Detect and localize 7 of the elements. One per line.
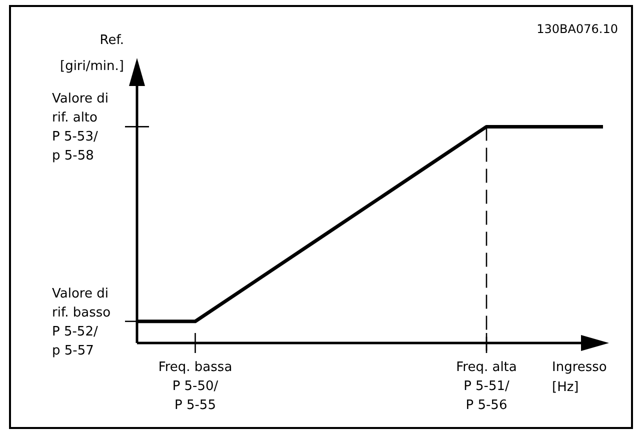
text: Valore di rif. alto P 5-53/ p 5-58	[52, 92, 108, 164]
x-axis-title: Ingresso [Hz]	[552, 360, 607, 395]
x-tick-label: Freq. bassa P 5-50/ P 5-55	[158, 360, 232, 413]
text: Valore di rif. basso P 5-52/ p 5-57	[52, 286, 111, 358]
y-axis-title: Ref. [giri/min.]	[60, 33, 124, 74]
x-tick-label: Freq. alta P 5-51/ P 5-56	[456, 360, 517, 413]
text: 130BA076.10	[536, 22, 618, 36]
